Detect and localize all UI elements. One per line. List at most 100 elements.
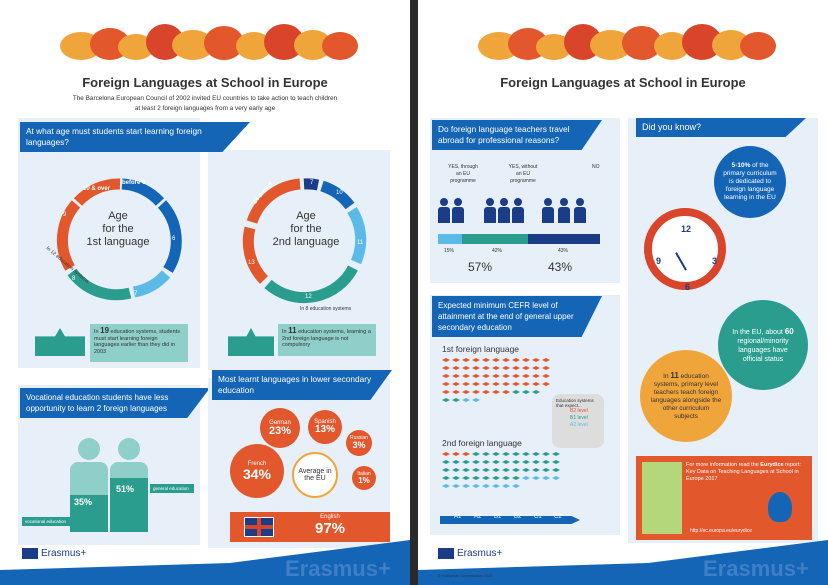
ring1-label-6: 6 [172,236,176,242]
ring1-label-before6: before 6 [122,180,146,186]
cap-icon [492,358,500,362]
cap-icon [442,398,450,402]
lang-average: Average in the EU [292,452,338,498]
cap-icon [442,374,450,378]
cap-icon [442,484,450,488]
cap-icon [502,484,510,488]
travel-p3: 43% [558,248,569,254]
cap-icon [462,398,470,402]
cap-icon [552,468,560,472]
cap-icon [462,382,470,386]
cefr-ribbon: Expected minimum CEFR level of attainmen… [432,296,602,337]
cap-icon [532,460,540,464]
cefr-legend: Education systems that expect... B2 leve… [552,394,604,448]
cap-icon [472,484,480,488]
cap-icon [502,374,510,378]
cap-icon [442,452,450,456]
travel-yes-noeu: YES, without an EU programme [508,164,538,184]
age-ring-2nd [242,178,367,304]
uk-flag-icon [244,517,274,537]
ring2-note: In 8 education systems [300,306,352,312]
cap-icon [462,366,470,370]
clock-icon [644,208,726,290]
voc-pct-35: 35% [74,497,93,507]
cap-icon [492,390,500,394]
report-cover-image [642,462,682,534]
cap-icon [522,390,530,394]
cap-icon [492,366,500,370]
cap-icon [522,460,530,464]
erasmus-logo: Erasmus+ [41,548,87,559]
cap-icon [482,452,490,456]
eu-flag-icon [438,548,454,559]
cap-icon [472,476,480,480]
cap-icon [532,374,540,378]
cefr-second-caps [442,452,592,512]
cefr-level-B1: B1 [494,514,502,520]
cap-icon [542,460,550,464]
fact-primary-teachers: In 11 education systems, primary level t… [640,350,732,442]
cap-icon [502,460,510,464]
cap-icon [512,390,520,394]
ring1-label-7: 7 [134,291,138,297]
voc-label-vocational: vocational education [22,517,70,526]
cap-icon [532,358,540,362]
teacher-figures [438,198,614,228]
cap-icon [512,460,520,464]
cap-icon [462,452,470,456]
info-box-2: In 11 education systems, learning a 2nd … [278,324,376,356]
cap-icon [442,390,450,394]
cap-icon [502,358,510,362]
erasmus-logo: Erasmus+ [457,548,503,559]
cap-icon [452,366,460,370]
cap-icon [512,484,520,488]
cap-icon [482,460,490,464]
cap-icon [532,452,540,456]
ring1-center: Age for the 1st language [86,210,150,248]
cap-icon [442,366,450,370]
cap-icon [472,358,480,362]
cap-icon [482,382,490,386]
more-info-url[interactable]: http://ec.europa.eu/eurydice [690,528,752,534]
cap-icon [492,382,500,386]
cap-icon [452,468,460,472]
cap-icon [452,398,460,402]
cap-icon [512,382,520,386]
cap-icon [522,382,530,386]
person-head-1 [78,438,100,460]
fact-regional: In the EU, about 60 regional/minority la… [718,300,808,390]
cap-icon [482,358,490,362]
cap-icon [502,382,510,386]
cap-icon [522,374,530,378]
cap-icon [502,468,510,472]
cap-icon [482,484,490,488]
cap-icon [512,366,520,370]
cap-icon [492,476,500,480]
age-ring-1st [56,178,182,301]
lang-italian: Italian 1% [352,466,376,490]
cefr-level-B2: B2 [514,514,522,520]
lang-french: French 34% [230,444,284,498]
cap-icon [552,460,560,464]
cap-icon [512,468,520,472]
cap-icon [502,390,510,394]
cap-icon [492,484,500,488]
cap-icon [492,452,500,456]
cap-icon [462,484,470,488]
cap-icon [492,374,500,378]
ring1-label-8: 8 [72,276,76,282]
cap-icon [442,460,450,464]
cap-icon [482,366,490,370]
cap-icon [442,468,450,472]
cefr-level-C2: C2 [554,514,562,520]
cefr-levels: A1 A2 B1 B2 C1 C2 [444,514,584,526]
cap-icon [442,382,450,386]
cap-icon [462,468,470,472]
copyright: © European Commission 2017 [438,573,493,578]
cap-icon [542,366,550,370]
cap-icon [542,374,550,378]
cefr-level-A2: A2 [474,514,482,520]
voc-pct-51: 51% [116,484,135,494]
know-ribbon: Did you know? [636,118,806,137]
subtitle: The Barcelona European Council of 2002 i… [72,95,338,112]
